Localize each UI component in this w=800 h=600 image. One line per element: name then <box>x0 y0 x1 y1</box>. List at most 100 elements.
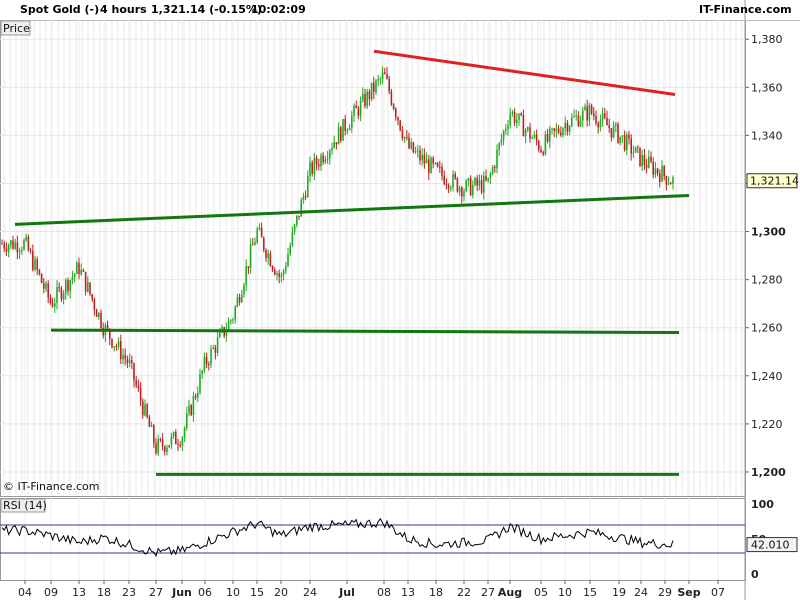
quote-time: 10:02:09 <box>251 3 306 16</box>
candle-body <box>164 446 166 452</box>
candle-body <box>135 380 137 386</box>
x-tick-label: 08 <box>377 586 391 599</box>
candle-body <box>258 227 261 230</box>
candle-body <box>296 215 298 225</box>
candle-body <box>615 123 617 126</box>
candle-body <box>458 187 461 192</box>
x-tick-label: Jun <box>171 586 192 599</box>
resistance-line <box>373 49 676 97</box>
candle-body <box>659 173 661 182</box>
candle-body <box>344 118 346 131</box>
candle-body <box>485 176 487 181</box>
candle-body <box>300 199 302 217</box>
candle-body <box>518 113 520 120</box>
candle-body <box>654 168 657 175</box>
candle-body <box>582 110 584 121</box>
instrument-title: Spot Gold (-) <box>20 3 100 16</box>
y-tick-label: 1,240 <box>751 370 783 383</box>
candle-body <box>155 443 157 454</box>
candle-body <box>419 150 421 161</box>
candle-body <box>157 439 159 454</box>
candle-body <box>571 117 573 126</box>
candle-body <box>456 177 459 192</box>
candle-body <box>650 156 652 162</box>
candle-body <box>16 242 19 253</box>
candle-body <box>166 447 168 452</box>
candle-body <box>58 286 60 289</box>
candle-body <box>595 115 597 124</box>
candle-body <box>634 146 637 153</box>
candle-body <box>401 130 404 139</box>
candle-body <box>221 327 223 332</box>
x-tick-label: 29 <box>658 586 672 599</box>
candle-body <box>128 360 131 364</box>
candle-body <box>230 320 232 322</box>
candle-body <box>333 142 335 148</box>
candle-body <box>566 123 569 132</box>
rsi-label-box <box>0 498 46 513</box>
candle-body <box>661 166 663 182</box>
candle-body <box>84 271 87 292</box>
candle-body <box>597 123 599 128</box>
candle-body <box>384 72 386 75</box>
candle-body <box>21 249 23 251</box>
candle-body <box>608 125 610 129</box>
candle-body <box>467 178 470 181</box>
candle-body <box>414 151 417 153</box>
candle-body <box>45 283 47 289</box>
candle-body <box>131 360 133 364</box>
x-tick-label: 18 <box>97 586 111 599</box>
candle-body <box>527 127 529 131</box>
candle-body <box>133 363 135 381</box>
candle-body <box>293 224 296 232</box>
candle-body <box>425 159 428 164</box>
candle-body <box>186 413 188 428</box>
candle-body <box>267 253 269 259</box>
candle-body <box>461 187 463 197</box>
candle-body <box>113 346 115 348</box>
candle-body <box>390 91 393 105</box>
candle-body <box>302 196 305 200</box>
candle-body <box>648 156 650 168</box>
candle-body <box>175 432 177 445</box>
candle-body <box>201 370 203 374</box>
candle-body <box>227 321 230 330</box>
candle-body <box>43 282 45 289</box>
candle-body <box>560 132 562 136</box>
x-tick-label: 27 <box>481 586 495 599</box>
candle-body <box>234 306 236 320</box>
candle-body <box>91 294 93 300</box>
candle-body <box>476 177 478 186</box>
candle-body <box>331 147 333 151</box>
candle-body <box>362 93 364 101</box>
candle-body <box>505 129 507 132</box>
candle-body <box>89 282 91 295</box>
candle-body <box>469 178 472 196</box>
candle-body <box>342 118 344 141</box>
y-tick-label: 1,200 <box>751 466 786 479</box>
candle-body <box>463 191 465 197</box>
candle-body <box>626 134 628 151</box>
candle-body <box>540 149 542 153</box>
x-tick-label: 24 <box>634 586 648 599</box>
candle-body <box>87 282 89 292</box>
candle-body <box>432 157 434 164</box>
candle-body <box>298 215 300 217</box>
candle-body <box>14 242 16 249</box>
candle-body <box>78 262 80 275</box>
candle-body <box>643 155 646 165</box>
candle-body <box>355 105 357 109</box>
candle-body <box>60 288 63 300</box>
candle-body <box>172 432 175 437</box>
candle-body <box>395 109 397 118</box>
candle-body <box>203 356 206 371</box>
candle-body <box>494 167 496 169</box>
candle-body <box>551 128 553 130</box>
candle-body <box>243 285 245 295</box>
candle-body <box>126 359 129 364</box>
rsi-panel: RSI (14)10050042.010 <box>0 498 798 581</box>
candle-body <box>115 346 118 348</box>
candle-body <box>575 115 577 117</box>
candle-body <box>274 269 276 275</box>
